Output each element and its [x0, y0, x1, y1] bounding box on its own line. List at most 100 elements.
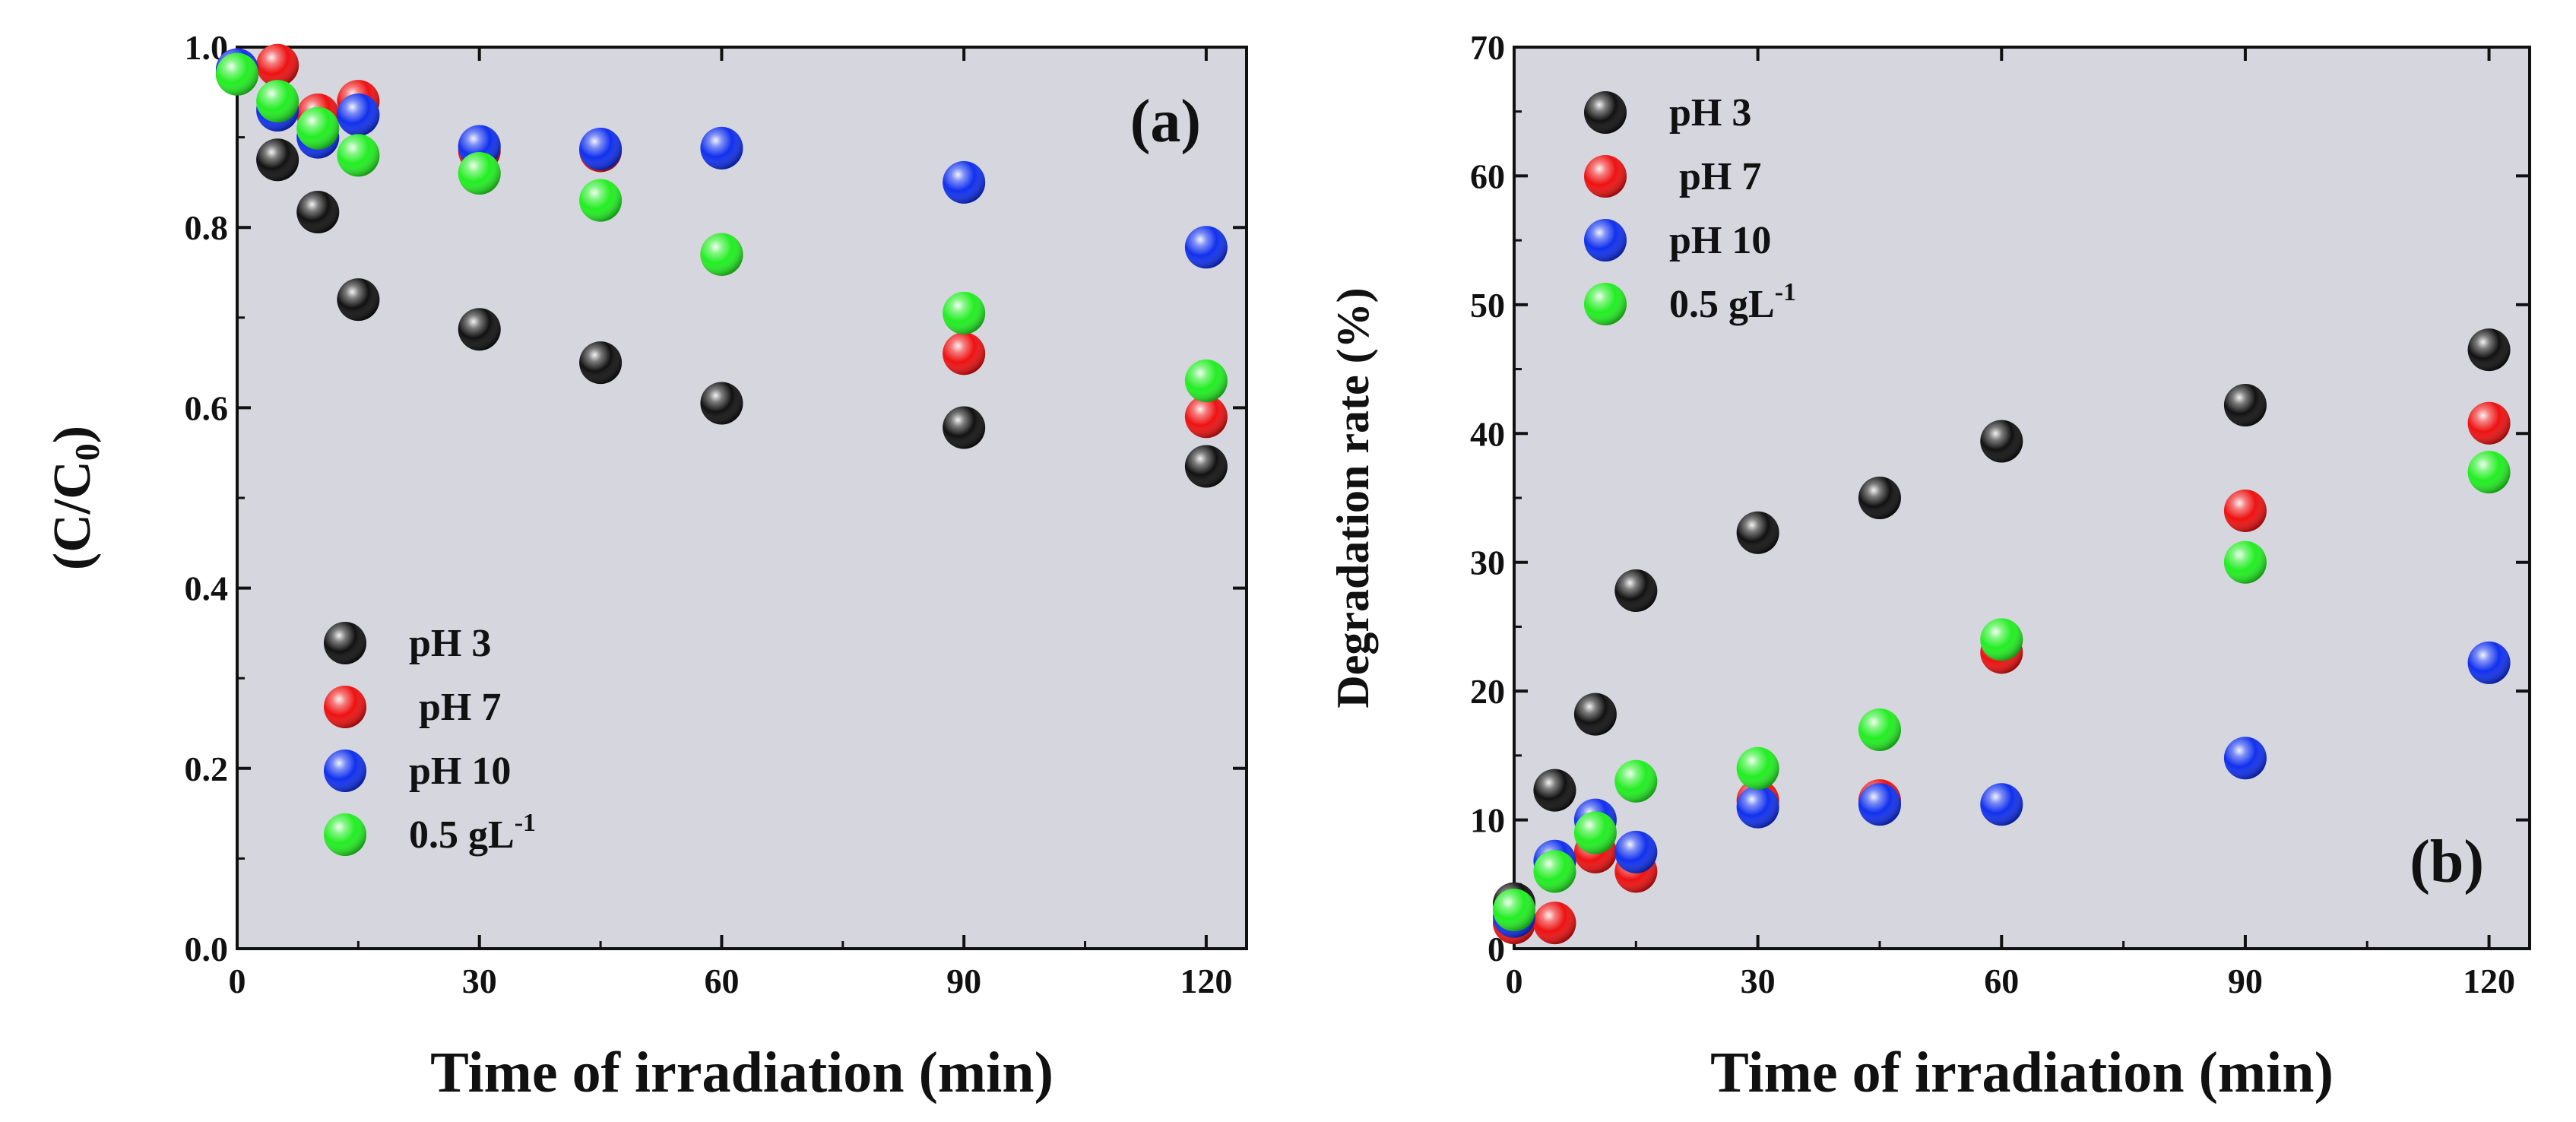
legend-label-superscript: -1: [1775, 278, 1796, 306]
data-point: [1858, 708, 1901, 751]
data-point-highlight: [1184, 359, 1228, 402]
data-point-highlight: [1184, 445, 1228, 488]
data-point: [256, 80, 299, 123]
data-point: [700, 126, 743, 170]
data-point: [256, 138, 299, 182]
data-point-highlight: [943, 406, 986, 449]
data-points: [216, 43, 1228, 488]
data-point-highlight: [700, 126, 743, 170]
legend-entry: pH 7: [1584, 155, 1761, 198]
data-point: [700, 233, 743, 276]
data-point: [2467, 641, 2511, 684]
data-point-highlight: [579, 179, 623, 222]
y-tick-label: 70: [1470, 28, 1505, 67]
data-point: [579, 128, 623, 171]
data-point: [216, 52, 258, 96]
data-point: [579, 341, 623, 385]
x-tick-label: 30: [1741, 962, 1776, 1000]
data-point-highlight: [1493, 889, 1535, 932]
data-point-highlight: [256, 43, 299, 87]
legend-entry: pH 3: [1584, 91, 1751, 135]
y-tick-label: 20: [1470, 672, 1505, 711]
y-tick-label: 40: [1470, 414, 1505, 453]
data-point-highlight: [1184, 395, 1228, 439]
legend-marker-highlight: [1584, 91, 1627, 134]
data-point: [1533, 902, 1576, 945]
legend: pH 3 pH 7pH 100.5 gL-1: [1584, 91, 1796, 326]
data-point-highlight: [1573, 693, 1617, 736]
data-point-highlight: [700, 233, 743, 276]
y-axis-title: (C/C0): [43, 426, 106, 570]
x-tick-label: 60: [1984, 962, 2019, 1000]
data-point-highlight: [943, 160, 986, 204]
legend-label: pH 10: [1669, 219, 1771, 262]
data-point-highlight: [296, 106, 340, 150]
panel-label: (a): [1130, 88, 1201, 155]
data-point: [1736, 746, 1779, 790]
data-point-highlight: [2223, 489, 2267, 532]
data-point-highlight: [1533, 902, 1576, 945]
data-point-highlight: [296, 191, 340, 234]
data-point: [458, 308, 501, 351]
data-point-highlight: [2223, 540, 2267, 584]
data-point: [1493, 889, 1535, 932]
data-point: [2223, 737, 2267, 780]
data-point: [1533, 769, 1576, 812]
data-point-highlight: [1858, 783, 1901, 826]
y-tick-label: 0.4: [185, 569, 229, 608]
data-point: [1614, 569, 1658, 612]
data-point-highlight: [2467, 451, 2511, 494]
data-point: [1858, 783, 1901, 826]
y-tick-label: 0.8: [185, 208, 229, 247]
plot-area: [1513, 46, 2531, 950]
data-point: [1614, 830, 1658, 873]
legend-entry: 0.5 gL-1: [324, 809, 536, 857]
y-tick-label: 0.6: [185, 388, 229, 427]
legend-marker-highlight: [324, 686, 366, 728]
legend: pH 3 pH 7pH 100.5 gL-1: [324, 622, 536, 857]
data-point-highlight: [1980, 783, 2023, 826]
data-point-highlight: [1533, 769, 1576, 812]
data-point-highlight: [1980, 420, 2023, 463]
data-point-highlight: [1614, 830, 1658, 873]
data-point-highlight: [700, 382, 743, 425]
data-point-highlight: [2223, 384, 2267, 427]
data-point-highlight: [458, 308, 501, 351]
data-point: [2223, 489, 2267, 532]
data-point: [1858, 477, 1901, 519]
data-point-highlight: [2467, 401, 2511, 445]
data-point-highlight: [1736, 746, 1779, 790]
data-point: [1736, 511, 1779, 554]
y-tick-label: 60: [1470, 157, 1505, 195]
legend-entry: pH 10: [1584, 219, 1771, 262]
legend-marker-highlight: [324, 750, 366, 792]
data-point: [1184, 226, 1228, 269]
data-point-highlight: [216, 52, 258, 96]
data-point: [337, 134, 380, 177]
data-point-highlight: [2467, 641, 2511, 684]
legend-entry: pH 3: [324, 622, 491, 665]
data-point: [1736, 785, 1779, 829]
data-point-highlight: [1736, 785, 1779, 829]
legend-marker-highlight: [1584, 283, 1627, 325]
data-point-highlight: [337, 134, 380, 177]
data-point-highlight: [579, 128, 623, 171]
x-tick-label: 90: [2228, 962, 2263, 1000]
data-point: [2223, 540, 2267, 584]
data-point: [296, 106, 340, 150]
data-point: [256, 43, 299, 87]
x-axis-title: Time of irradiation (min): [430, 1041, 1054, 1105]
data-point: [943, 160, 986, 204]
data-point-highlight: [1980, 618, 2023, 661]
data-points: [1493, 328, 2511, 945]
y-tick-label: 50: [1470, 286, 1505, 325]
data-point: [2467, 451, 2511, 494]
legend-entry: pH 10: [324, 750, 511, 793]
data-point: [943, 332, 986, 376]
data-point: [943, 291, 986, 334]
data-point: [2467, 401, 2511, 445]
legend-label-superscript: -1: [515, 809, 536, 837]
panel-b: 0 30 60 90 120 0 10 20 30 40 50 60 70 (b) Time of i…: [1328, 28, 2531, 1105]
